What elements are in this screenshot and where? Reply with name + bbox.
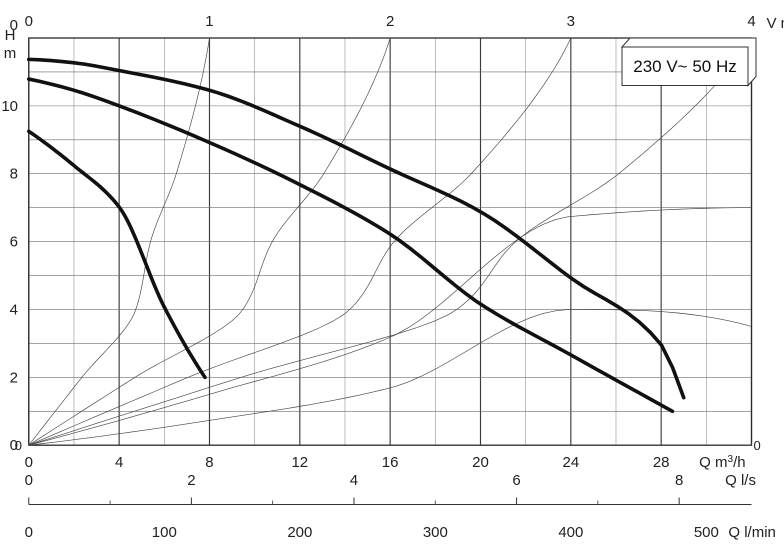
- svg-text:400: 400: [558, 524, 583, 541]
- svg-text:16: 16: [382, 454, 399, 471]
- svg-text:Q l/s: Q l/s: [725, 472, 756, 489]
- svg-text:2: 2: [187, 472, 195, 489]
- svg-text:0: 0: [15, 438, 22, 453]
- svg-text:0: 0: [25, 472, 33, 489]
- svg-text:0: 0: [10, 17, 18, 34]
- svg-text:200: 200: [287, 524, 312, 541]
- svg-text:300: 300: [423, 524, 448, 541]
- svg-text:8: 8: [675, 472, 683, 489]
- svg-text:4: 4: [747, 13, 755, 30]
- svg-text:2: 2: [10, 369, 18, 386]
- svg-text:0: 0: [25, 454, 33, 471]
- svg-text:2: 2: [386, 13, 394, 30]
- svg-text:8: 8: [205, 454, 213, 471]
- svg-text:0: 0: [25, 13, 33, 30]
- svg-text:100: 100: [152, 524, 177, 541]
- svg-text:Q m3/h: Q m3/h: [699, 454, 745, 472]
- svg-text:1: 1: [205, 13, 213, 30]
- svg-text:20: 20: [472, 454, 489, 471]
- svg-text:12: 12: [291, 454, 308, 471]
- svg-text:500: 500: [694, 524, 719, 541]
- svg-text:8: 8: [10, 166, 18, 183]
- svg-text:0: 0: [754, 438, 761, 453]
- svg-text:6: 6: [512, 472, 520, 489]
- svg-text:28: 28: [653, 454, 670, 471]
- svg-text:230 V~ 50 Hz: 230 V~ 50 Hz: [633, 57, 737, 76]
- svg-text:4: 4: [350, 472, 358, 489]
- svg-text:4: 4: [115, 454, 123, 471]
- svg-text:m: m: [4, 45, 17, 62]
- svg-text:0: 0: [25, 524, 33, 541]
- svg-text:V m/s Ø 50: V m/s Ø 50: [767, 15, 784, 32]
- svg-text:Q l/min: Q l/min: [728, 524, 776, 541]
- svg-text:24: 24: [562, 454, 579, 471]
- svg-text:10: 10: [1, 98, 18, 115]
- svg-text:3: 3: [567, 13, 575, 30]
- svg-text:4: 4: [10, 301, 18, 318]
- svg-text:6: 6: [10, 234, 18, 251]
